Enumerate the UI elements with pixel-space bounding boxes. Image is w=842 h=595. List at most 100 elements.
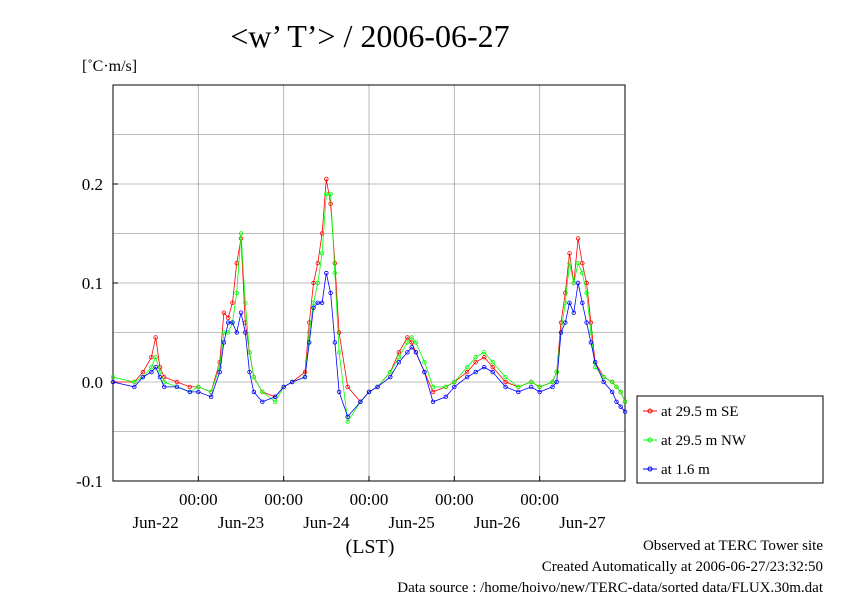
data-point <box>537 384 542 390</box>
data-point <box>528 379 534 385</box>
data-point <box>443 384 448 390</box>
data-point <box>345 414 350 419</box>
series-line <box>112 273 626 418</box>
data-point <box>328 201 333 206</box>
data-point <box>358 399 363 404</box>
data-point <box>516 384 521 390</box>
footer-source: Data source : /home/hoivo/new/TERC-data/… <box>397 580 824 595</box>
x-tick-time-label: 00:00 <box>179 490 218 509</box>
data-point <box>328 191 333 197</box>
data-point <box>430 389 436 395</box>
data-point <box>503 379 508 385</box>
data-point <box>132 384 137 390</box>
data-point <box>584 320 589 325</box>
data-point <box>473 360 478 365</box>
data-point <box>409 345 414 350</box>
data-point <box>221 310 227 315</box>
data-point <box>157 374 163 380</box>
data-point <box>196 384 201 390</box>
data-point <box>464 364 470 370</box>
data-point <box>610 389 615 395</box>
data-point <box>575 236 581 241</box>
series-group <box>110 176 628 424</box>
data-point <box>230 320 235 325</box>
data-point <box>614 399 619 404</box>
x-day-label: Jun-24 <box>303 513 350 532</box>
data-point <box>332 261 338 266</box>
data-point <box>208 394 214 400</box>
data-point <box>580 261 585 266</box>
y-tick-label: 0.1 <box>82 274 103 293</box>
data-point <box>243 300 248 305</box>
data-point <box>516 389 521 395</box>
y-ticks: -0.1 0.0 0.1 0.2 <box>76 175 118 491</box>
data-point <box>588 340 594 345</box>
data-point <box>251 389 256 395</box>
data-point <box>452 379 457 385</box>
legend-box <box>636 395 824 484</box>
data-point <box>161 384 167 390</box>
legend-label: at 29.5 m SE <box>661 404 739 420</box>
data-point <box>614 384 619 390</box>
data-point <box>225 320 231 325</box>
x-day-label: Jun-25 <box>389 513 435 532</box>
data-point <box>332 340 338 345</box>
data-point <box>554 379 559 385</box>
data-point <box>243 330 248 335</box>
data-point <box>563 300 568 305</box>
data-point <box>366 389 372 395</box>
data-point <box>537 389 542 395</box>
data-point <box>575 261 581 266</box>
data-point <box>563 290 568 296</box>
data-point <box>332 270 338 276</box>
data-point <box>409 340 414 345</box>
data-point <box>345 419 350 424</box>
data-point <box>580 270 585 276</box>
data-point <box>315 261 320 266</box>
data-point <box>149 355 154 360</box>
series-3 <box>110 270 628 419</box>
footer-created: Created Automatically at 2006-06-27/23:3… <box>542 559 823 575</box>
data-point <box>336 350 342 355</box>
y-tick-label: 0.2 <box>82 175 103 194</box>
data-point <box>567 300 572 305</box>
data-point <box>584 290 589 296</box>
x-tick-time-label: 00:00 <box>520 490 559 509</box>
data-point <box>503 374 508 380</box>
data-point <box>153 364 158 370</box>
legend-swatch-marker <box>647 466 653 472</box>
data-point <box>571 280 576 286</box>
data-point <box>290 379 295 385</box>
data-point <box>196 389 201 395</box>
data-point <box>490 369 495 375</box>
x-day-label: Jun-22 <box>133 513 179 532</box>
data-point <box>422 360 427 365</box>
data-point <box>430 399 436 404</box>
data-point <box>234 330 239 335</box>
data-point <box>234 290 239 296</box>
data-point <box>251 374 256 380</box>
data-point <box>575 280 581 286</box>
y-axis-unit: [˚C·m/s] <box>82 58 137 75</box>
data-point <box>324 176 329 182</box>
x-day-label: Jun-27 <box>559 513 606 532</box>
data-point <box>260 399 265 404</box>
data-point <box>396 355 402 360</box>
data-point <box>311 280 316 286</box>
y-tick-label: -0.1 <box>76 472 103 491</box>
data-point <box>311 305 316 310</box>
data-point <box>324 270 329 276</box>
legend-swatch-marker <box>647 408 653 414</box>
data-point <box>153 355 158 360</box>
data-point <box>281 384 286 390</box>
data-point <box>217 364 222 370</box>
data-point <box>610 379 615 385</box>
data-point <box>260 389 265 395</box>
data-point <box>225 315 231 320</box>
data-point <box>328 290 333 296</box>
data-point <box>618 389 623 395</box>
data-point <box>396 360 402 365</box>
data-point <box>464 374 470 380</box>
